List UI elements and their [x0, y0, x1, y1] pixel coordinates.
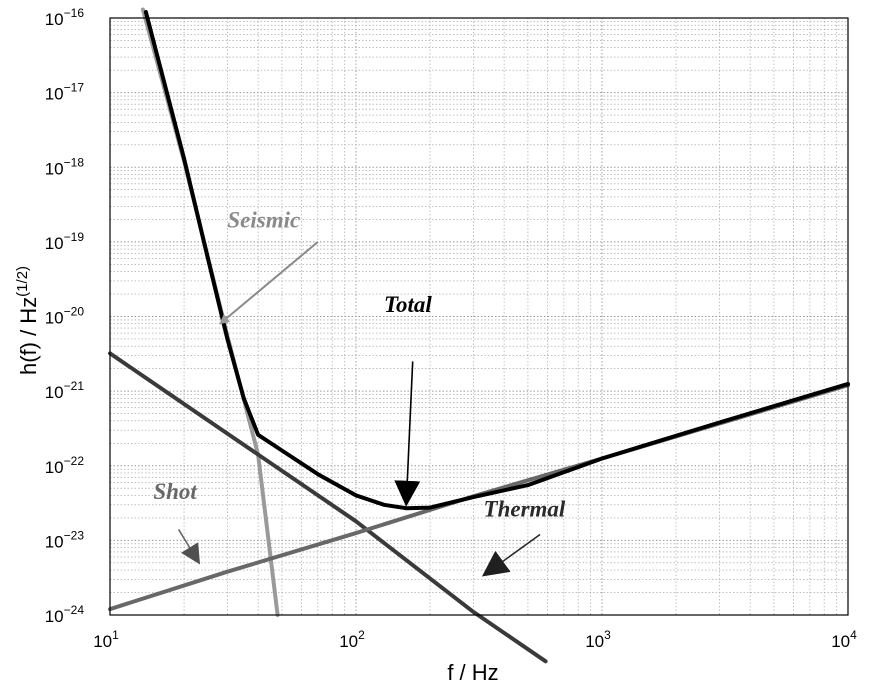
- x-tick-label: 104: [831, 628, 857, 651]
- thermal-annotation-arrow: [481, 533, 541, 577]
- y-tick-label: 10−16: [45, 6, 85, 29]
- y-tick-label: 10−17: [45, 81, 85, 104]
- grid-lines: [110, 18, 848, 615]
- total-annotation-arrow: [394, 361, 421, 507]
- x-tick-label: 101: [93, 628, 119, 651]
- seismic-noise-curve: [140, 7, 280, 617]
- thermal-noise-curve: [108, 351, 548, 664]
- series-layer: [108, 7, 850, 664]
- x-axis-label: f / Hz: [447, 660, 498, 685]
- total-noise-curve: [143, 10, 850, 511]
- y-tick-label: 10−22: [45, 454, 85, 477]
- y-axis-label: h(f) / Hz(1/2): [14, 266, 41, 375]
- y-tick-label: 10−19: [45, 230, 85, 253]
- y-tick-label: 10−20: [45, 305, 85, 328]
- seismic-annotation-label: Seismic: [227, 208, 300, 233]
- x-tick-label: 103: [585, 628, 611, 651]
- seismic-annotation-arrow: [219, 241, 319, 325]
- y-tick-label: 10−24: [45, 603, 85, 626]
- shot-annotation-label: Shot: [153, 479, 197, 504]
- plot-frame: [109, 17, 849, 616]
- thermal-annotation-label: Thermal: [484, 496, 566, 521]
- total-annotation-label: Total: [384, 292, 432, 317]
- y-tick-label: 10−21: [45, 379, 85, 402]
- y-tick-label: 10−18: [45, 155, 85, 178]
- y-tick-label: 10−23: [45, 528, 85, 551]
- annotation-layer: Seismic Total Shot Thermal: [153, 208, 566, 577]
- x-tick-label: 102: [339, 628, 365, 651]
- shot-annotation-arrow: [177, 529, 201, 565]
